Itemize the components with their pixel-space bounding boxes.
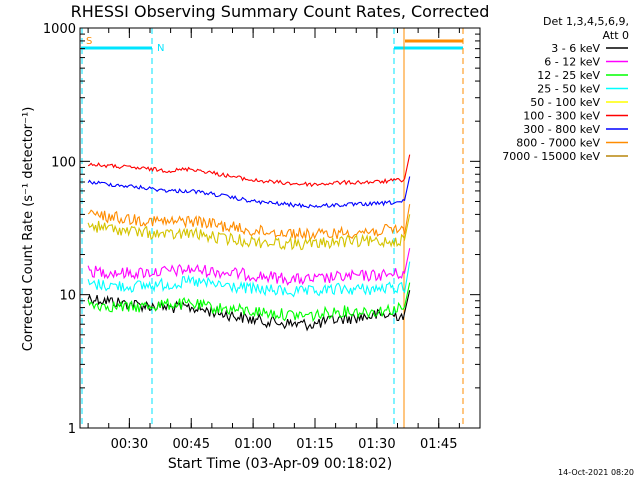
series-line [87, 261, 411, 298]
x-tick-label: 00:45 [173, 437, 210, 452]
y-tick-label: 1000 [43, 22, 76, 37]
series-line [87, 248, 411, 286]
legend-label: 50 - 100 keV [530, 96, 600, 109]
legend-label: 300 - 800 keV [523, 123, 600, 136]
y-tick-label: 1 [68, 422, 76, 437]
timestamp: 14-Oct-2021 08:20 [558, 468, 634, 477]
chart-title: RHESSI Observing Summary Count Rates, Co… [71, 2, 490, 21]
y-tick-label: 100 [51, 155, 76, 170]
legend-label: 7000 - 15000 keV [502, 150, 600, 163]
flag-label-n: N [157, 43, 164, 54]
x-tick-label: 01:15 [296, 437, 333, 452]
axes: 1 10 100 1000 00:30 00:45 01:00 01:15 01:30 01:45 [43, 22, 481, 452]
series-line [87, 204, 411, 242]
series-line [87, 154, 411, 188]
x-axis-label: Start Time (03-Apr-09 00:18:02) [168, 456, 392, 472]
legend-label: 3 - 6 keV [551, 42, 600, 55]
y-tick-label: 10 [59, 289, 76, 304]
x-tick-label: 01:30 [358, 437, 395, 452]
series-line [87, 176, 411, 209]
legend-label: 12 - 25 keV [537, 69, 600, 82]
x-tick-label: 01:00 [234, 437, 271, 452]
x-tick-label: 01:45 [420, 437, 457, 452]
plot-area [81, 28, 464, 428]
legend-label: 800 - 7000 keV [516, 137, 600, 150]
plot-frame [79, 27, 481, 429]
legend-title-line2: Att 0 [603, 29, 629, 42]
x-tick-label: 00:30 [111, 437, 148, 452]
legend-label: 25 - 50 keV [537, 83, 600, 96]
legend-label: 6 - 12 keV [544, 56, 600, 69]
series-line [87, 214, 411, 251]
y-axis-label: Corrected Count Rate (s⁻¹ detector⁻¹) [21, 107, 36, 352]
flag-label-s: S [86, 36, 92, 47]
legend-title-line1: Det 1,3,4,5,6,9, [543, 15, 629, 28]
legend-label: 100 - 300 keV [523, 110, 600, 123]
series-line [87, 282, 411, 323]
